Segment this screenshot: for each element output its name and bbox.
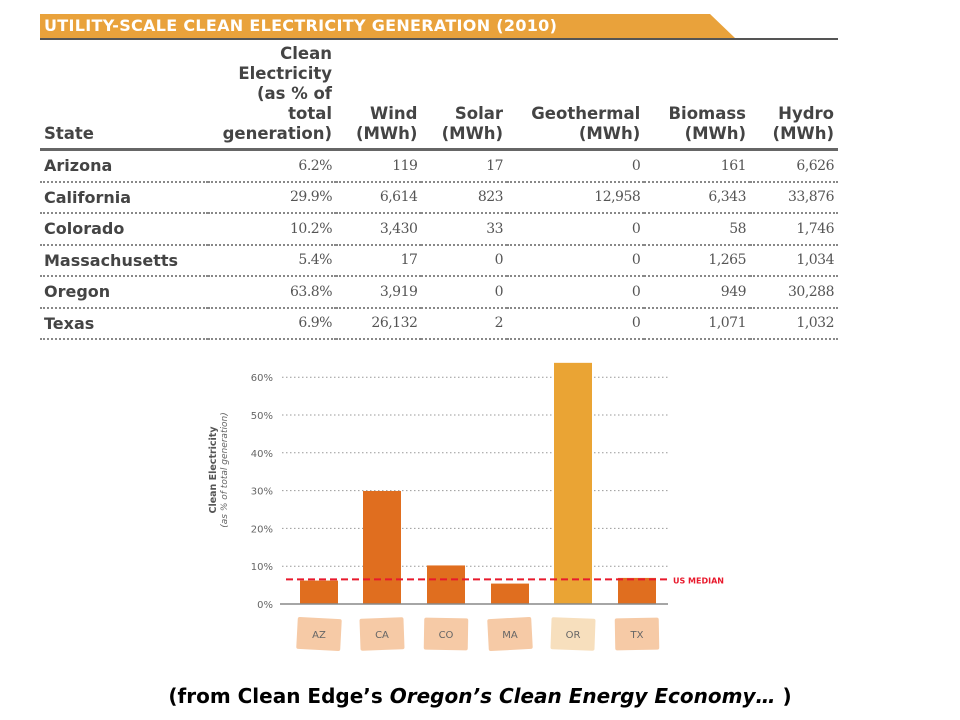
table-cell: 1,746 xyxy=(750,213,838,246)
table-row: Texas 6.9% 26,132 2 0 1,071 1,032 xyxy=(40,307,838,340)
table-cell: 0 xyxy=(507,213,645,246)
y-tick-label: 0% xyxy=(257,600,273,611)
y-tick-label: 60% xyxy=(251,373,273,384)
bar-az xyxy=(300,580,338,604)
table-cell: 33 xyxy=(421,213,508,246)
table-cell: 63.8% xyxy=(208,276,336,309)
table-cell: 6,626 xyxy=(750,149,838,183)
table-cell: 12,958 xyxy=(507,181,645,214)
state-map-or xyxy=(550,617,596,651)
table-cell: 0 xyxy=(421,276,508,309)
x-tick-label: TX xyxy=(630,630,644,641)
table-cell: 1,265 xyxy=(644,244,751,277)
x-tick-label: CO xyxy=(439,630,454,641)
table-cell: 17 xyxy=(336,244,422,277)
table-cell: 0 xyxy=(507,149,645,183)
table-cell: 1,034 xyxy=(750,244,838,277)
table-cell: Oregon xyxy=(40,276,208,309)
y-tick-label: 30% xyxy=(251,487,273,498)
table-cell: 1,032 xyxy=(750,307,838,340)
caption-prefix: (from Clean Edge’s xyxy=(168,684,390,708)
table-cell: 33,876 xyxy=(750,181,838,214)
state-map-ca xyxy=(359,617,405,651)
table-cell: Arizona xyxy=(40,149,208,183)
table-cell: 1,071 xyxy=(644,307,751,340)
bar-ca xyxy=(363,490,401,604)
table-cell: 6,614 xyxy=(336,181,422,214)
table-cell: 10.2% xyxy=(208,213,336,246)
table-cell: 30,288 xyxy=(750,276,838,309)
table-row: Massachusetts 5.4% 17 0 0 1,265 1,034 xyxy=(40,244,838,277)
bar-tx xyxy=(618,577,656,604)
table-cell: Massachusetts xyxy=(40,244,208,277)
table-cell: 29.9% xyxy=(208,181,336,214)
y-axis-title: Clean Electricity xyxy=(208,426,219,514)
table-cell: 949 xyxy=(644,276,751,309)
col-hydro: Hydro (MWh) xyxy=(750,44,838,151)
table-cell: 0 xyxy=(507,307,645,340)
table-cell: 3,430 xyxy=(336,213,422,246)
table-title-banner: UTILITY-SCALE CLEAN ELECTRICITY GENERATI… xyxy=(40,14,735,38)
state-map-tx xyxy=(614,617,660,651)
table-row: Colorado 10.2% 3,430 33 0 58 1,746 xyxy=(40,213,838,246)
table-cell: 26,132 xyxy=(336,307,422,340)
bar-co xyxy=(427,565,465,604)
y-axis-subtitle: (as % of total generation) xyxy=(220,412,230,527)
table-row: California 29.9% 6,614 823 12,958 6,343 33,876 xyxy=(40,181,838,214)
table-cell: 0 xyxy=(421,244,508,277)
x-tick-label: MA xyxy=(502,630,518,641)
bar-or xyxy=(554,362,592,604)
y-tick-label: 10% xyxy=(251,562,273,573)
generation-table: State Clean Electricity (as % of total g… xyxy=(40,44,838,340)
table-cell: 0 xyxy=(507,244,645,277)
table-cell: 17 xyxy=(421,149,508,183)
caption-title: Oregon’s Clean Energy Economy… xyxy=(389,684,776,708)
state-map-ma xyxy=(487,616,533,652)
table-cell: Colorado xyxy=(40,213,208,246)
col-biomass: Biomass (MWh) xyxy=(644,44,751,151)
y-tick-label: 20% xyxy=(251,524,273,535)
table-cell: 5.4% xyxy=(208,244,336,277)
col-clean-pct: Clean Electricity (as % of total generat… xyxy=(208,44,336,151)
col-solar: Solar (MWh) xyxy=(421,44,508,151)
x-tick-label: CA xyxy=(375,630,389,641)
table-cell: 58 xyxy=(644,213,751,246)
caption-suffix: ) xyxy=(775,684,792,708)
y-tick-label: 50% xyxy=(251,411,273,422)
table-cell: California xyxy=(40,181,208,214)
table-row: Oregon 63.8% 3,919 0 0 949 30,288 xyxy=(40,276,838,309)
table-title: UTILITY-SCALE CLEAN ELECTRICITY GENERATI… xyxy=(44,16,558,35)
table-cell: 119 xyxy=(336,149,422,183)
table-cell: 161 xyxy=(644,149,751,183)
state-map-az xyxy=(296,616,342,652)
y-tick-label: 40% xyxy=(251,449,273,460)
source-caption: (from Clean Edge’s Oregon’s Clean Energy… xyxy=(0,684,960,708)
table-cell: 6,343 xyxy=(644,181,751,214)
table-cell: 0 xyxy=(507,276,645,309)
table-cell: 2 xyxy=(421,307,508,340)
state-map-co xyxy=(423,617,469,651)
col-wind: Wind (MWh) xyxy=(336,44,422,151)
table-header-row: State Clean Electricity (as % of total g… xyxy=(40,44,838,151)
table-cell: 823 xyxy=(421,181,508,214)
bar-ma xyxy=(491,583,529,604)
us-median-label: US MEDIAN xyxy=(673,576,724,585)
table-cell: 6.9% xyxy=(208,307,336,340)
col-geothermal: Geothermal (MWh) xyxy=(507,44,645,151)
table-cell: 3,919 xyxy=(336,276,422,309)
table-cell: Texas xyxy=(40,307,208,340)
banner-rule xyxy=(40,38,838,40)
table-row: Arizona 6.2% 119 17 0 161 6,626 xyxy=(40,149,838,183)
x-tick-label: OR xyxy=(566,630,581,641)
table-cell: 6.2% xyxy=(208,149,336,183)
x-tick-label: AZ xyxy=(312,630,326,641)
col-state: State xyxy=(40,44,208,151)
